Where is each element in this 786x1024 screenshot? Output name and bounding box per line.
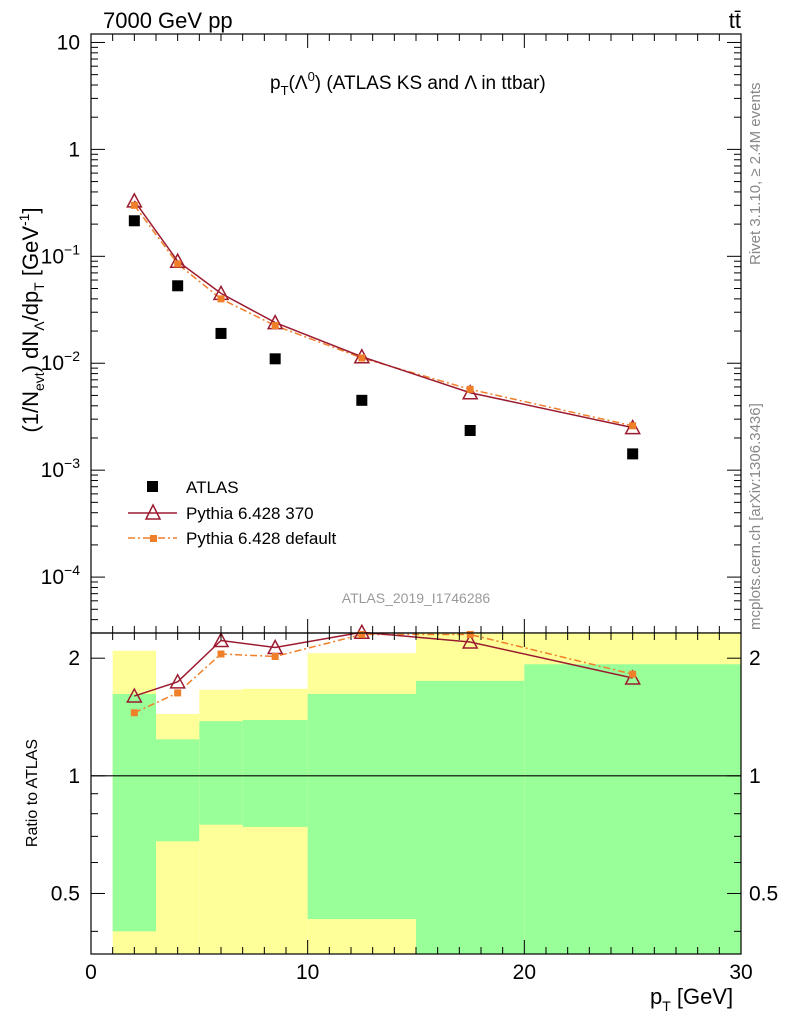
energy-label: 7000 GeV pp bbox=[103, 8, 233, 33]
pythia-default-point bbox=[217, 295, 225, 303]
ratio-pythia-default-point bbox=[174, 689, 182, 697]
ratio-band-green bbox=[112, 693, 156, 932]
ratio-y-tick-label: 2 bbox=[68, 647, 80, 670]
ratio-y-tick-label-right: 2 bbox=[749, 647, 761, 670]
mcplots-credit: mcplots.cern.ch [arXiv:1306.3436] bbox=[747, 403, 764, 630]
pythia-default-point bbox=[466, 385, 474, 393]
ratio-band-green bbox=[524, 664, 741, 954]
x-tick-label: 30 bbox=[729, 961, 752, 984]
ratio-panel: 0.5 0.51 12 20 10 20 30 bbox=[51, 623, 778, 984]
x-axis-label: pT [GeV] bbox=[650, 984, 733, 1014]
atlas-point bbox=[464, 424, 476, 436]
pythia-default-point bbox=[130, 201, 138, 209]
ratio-pythia-default-point bbox=[358, 630, 366, 638]
legend: ATLAS Pythia 6.428 370 Pythia 6.428 defa… bbox=[128, 478, 337, 548]
main-y-tick-label: 10−4 bbox=[41, 562, 81, 589]
ratio-pythia-default-point bbox=[271, 653, 279, 661]
ratio-frame bbox=[90, 632, 742, 955]
ratio-pythia-default-point bbox=[130, 709, 138, 717]
main-y-axis-label: (1/Nevt) dNΛ/dpT [GeV-1] bbox=[16, 207, 47, 432]
main-panel: 10−4 10−3 10−2 10−1 1 10 bbox=[41, 31, 742, 634]
pythia-default-point bbox=[271, 322, 279, 330]
watermark: ATLAS_2019_I1746286 bbox=[342, 590, 491, 606]
ratio-pythia-370-point bbox=[212, 631, 230, 648]
atlas-point bbox=[172, 280, 184, 292]
ratio-band-green bbox=[242, 719, 308, 827]
ratio-pythia-370-point bbox=[169, 673, 186, 689]
plot-title: pT(Λ0) (ATLAS KS and Λ in ttbar) bbox=[270, 69, 546, 98]
ratio-pythia-370-point bbox=[126, 687, 143, 703]
rivet-version: Rivet 3.1.10, ≥ 2.4M events bbox=[747, 83, 764, 266]
x-tick-label: 20 bbox=[513, 961, 536, 984]
atlas-point bbox=[215, 327, 227, 339]
ratio-band-green bbox=[307, 693, 416, 920]
ratio-pythia-default-point bbox=[217, 650, 225, 658]
ratio-pythia-default-point bbox=[629, 670, 637, 678]
legend-label-atlas: ATLAS bbox=[186, 478, 239, 497]
process-label: tt̄ bbox=[729, 8, 741, 33]
ratio-y-tick-label-right: 1 bbox=[749, 765, 761, 788]
legend-label-pythia-370: Pythia 6.428 370 bbox=[186, 504, 314, 523]
ratio-y-tick-label-right: 0.5 bbox=[749, 882, 778, 905]
legend-marker-pythia-default bbox=[150, 535, 157, 542]
pythia-default-point bbox=[629, 422, 637, 430]
ratio-band-green bbox=[199, 721, 243, 825]
series-line-pythia-default bbox=[133, 204, 633, 427]
ratio-band-green bbox=[156, 739, 200, 842]
ratio-pythia-370-point bbox=[461, 633, 479, 649]
ratio-line-pythia-370 bbox=[134, 631, 633, 697]
main-y-tick-label: 10−1 bbox=[41, 241, 81, 268]
main-y-tick-label: 10−2 bbox=[41, 348, 81, 375]
atlas-point bbox=[356, 394, 368, 406]
legend-marker-pythia-370 bbox=[144, 503, 162, 520]
x-tick-label: 10 bbox=[296, 961, 319, 984]
ratio-y-tick-label: 1 bbox=[68, 765, 80, 788]
main-y-tick-label: 1 bbox=[68, 138, 80, 161]
legend-label-pythia-default: Pythia 6.428 default bbox=[186, 529, 337, 548]
atlas-point bbox=[269, 353, 281, 365]
x-tick-label: 0 bbox=[85, 961, 97, 984]
atlas-point bbox=[128, 215, 140, 227]
legend-marker-atlas bbox=[147, 481, 158, 492]
ratio-pythia-default-point bbox=[466, 630, 474, 638]
main-y-tick-label: 10 bbox=[57, 31, 80, 54]
pythia-default-point bbox=[358, 354, 366, 362]
ratio-y-axis-label: Ratio to ATLAS bbox=[24, 739, 41, 847]
main-y-tick-label: 10−3 bbox=[41, 455, 81, 482]
atlas-point bbox=[627, 448, 639, 460]
ratio-y-tick-label: 0.5 bbox=[51, 882, 80, 905]
ratio-band-green bbox=[416, 680, 525, 954]
series-line-pythia-370 bbox=[133, 200, 633, 429]
pythia-default-point bbox=[174, 260, 182, 268]
